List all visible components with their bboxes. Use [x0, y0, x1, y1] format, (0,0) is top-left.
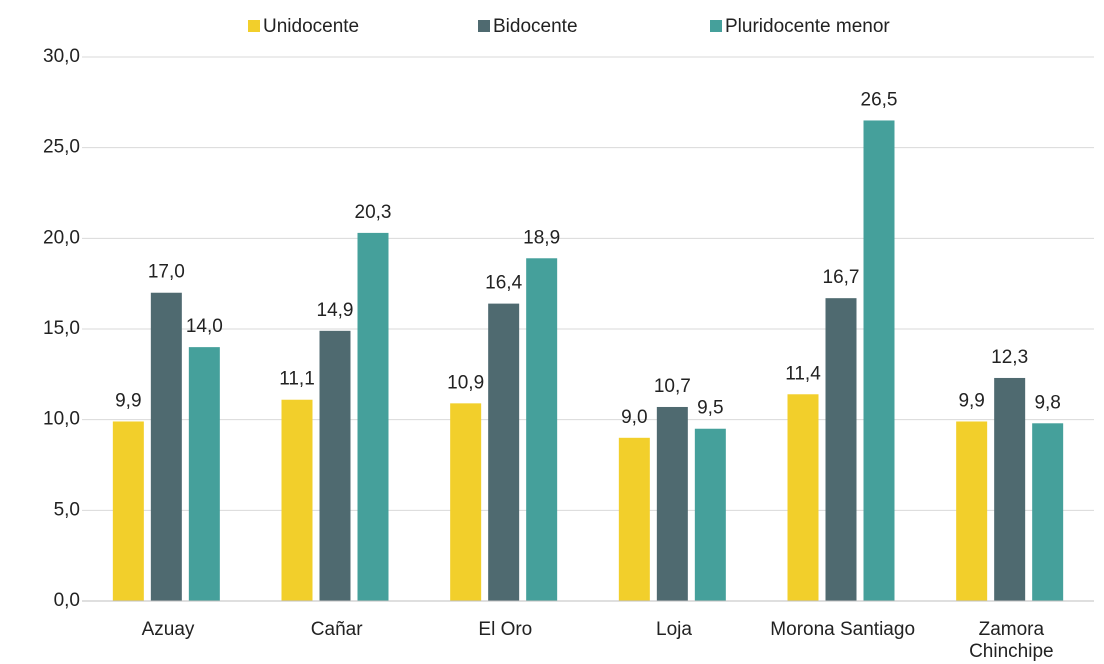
bar	[526, 258, 558, 601]
y-tick-label: 5,0	[54, 499, 80, 520]
legend-swatch	[478, 20, 490, 32]
data-label: 16,7	[823, 267, 860, 288]
y-tick-label: 20,0	[43, 227, 80, 248]
legend-label: Unidocente	[263, 16, 359, 37]
bar	[863, 120, 895, 601]
data-label: 9,9	[958, 390, 984, 411]
data-label: 9,0	[621, 407, 647, 428]
bar	[825, 298, 857, 601]
data-label: 11,1	[279, 369, 315, 390]
bar	[656, 406, 688, 601]
bar	[994, 377, 1026, 601]
data-label: 18,9	[523, 227, 560, 248]
bar	[618, 437, 650, 601]
y-tick-label: 10,0	[43, 409, 80, 430]
bar	[488, 303, 520, 601]
bar	[150, 292, 182, 601]
x-tick-label: Azuay	[141, 619, 195, 640]
x-tick-label: El Oro	[478, 619, 533, 640]
data-label: 11,4	[785, 363, 821, 384]
data-label: 14,9	[317, 300, 354, 321]
data-label: 9,8	[1034, 392, 1060, 413]
bar	[956, 421, 988, 601]
y-tick-label: 15,0	[43, 318, 80, 339]
legend-label: Pluridocente menor	[725, 16, 890, 37]
data-label: 12,3	[991, 347, 1028, 368]
x-tick-label: Morona Santiago	[770, 619, 916, 640]
data-label: 10,9	[447, 372, 484, 393]
data-label: 10,7	[654, 376, 691, 397]
x-tick-label: Zamora Chinchipe	[969, 619, 1054, 662]
legend-swatch	[710, 20, 722, 32]
data-label: 26,5	[861, 89, 898, 110]
y-tick-label: 0,0	[54, 590, 80, 611]
data-label: 16,4	[485, 273, 522, 294]
legend-label: Bidocente	[493, 16, 578, 37]
bar	[112, 421, 144, 601]
data-label: 9,9	[115, 390, 141, 411]
bar	[787, 394, 819, 601]
bar	[694, 428, 726, 601]
x-tick-label: Cañar	[310, 619, 363, 640]
legend-swatch	[248, 20, 260, 32]
bar	[281, 399, 313, 601]
data-label: 9,5	[697, 398, 723, 419]
data-label: 17,0	[148, 262, 185, 283]
bar	[450, 403, 482, 601]
x-tick-label: Loja	[656, 619, 692, 640]
data-label: 20,3	[355, 202, 392, 223]
bar	[319, 330, 351, 601]
bar	[1032, 423, 1064, 601]
data-label: 14,0	[186, 316, 223, 337]
bar	[188, 347, 220, 601]
y-tick-label: 25,0	[43, 137, 80, 158]
bar	[357, 232, 389, 602]
y-tick-label: 30,0	[43, 46, 80, 67]
